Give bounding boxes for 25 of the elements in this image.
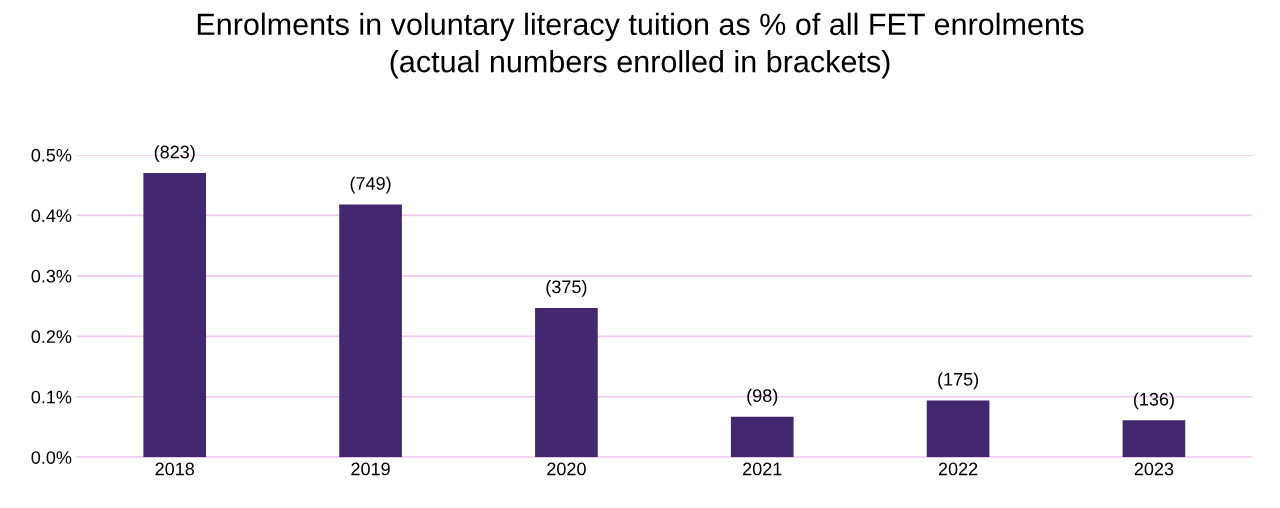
y-tick-label: 0.5% xyxy=(31,148,72,162)
annotation: (375) xyxy=(546,279,587,297)
y-tick-label: 0.2% xyxy=(31,330,72,344)
x-tick-label: 2020 xyxy=(547,462,586,476)
annotation: (98) xyxy=(747,388,778,406)
x-tick-label: 2022 xyxy=(938,462,978,476)
bar xyxy=(339,204,402,458)
bar xyxy=(143,173,207,458)
bar xyxy=(730,416,794,458)
annotation: (823) xyxy=(154,145,195,162)
bar xyxy=(1122,420,1186,458)
bar xyxy=(926,400,990,458)
x-tick-label: 2019 xyxy=(351,462,390,476)
annotation: (175) xyxy=(938,372,979,390)
x-tick-label: 2021 xyxy=(743,462,782,476)
annotation: (749) xyxy=(350,176,391,194)
bar xyxy=(535,307,598,458)
y-tick-label: 0.0% xyxy=(31,451,72,464)
y-tick-label: 0.1% xyxy=(31,390,72,404)
annotation: (136) xyxy=(1133,392,1174,410)
chart-title: Enrolments in voluntary literacy tuition as % of all FET enrolments (actual numbers enrolled in brackets) xyxy=(197,12,1084,79)
y-tick-label: 0.4% xyxy=(31,209,72,223)
x-tick-label: 2018 xyxy=(155,462,195,476)
x-tick-label: 2023 xyxy=(1134,462,1174,476)
y-tick-label: 0.3% xyxy=(31,269,72,283)
